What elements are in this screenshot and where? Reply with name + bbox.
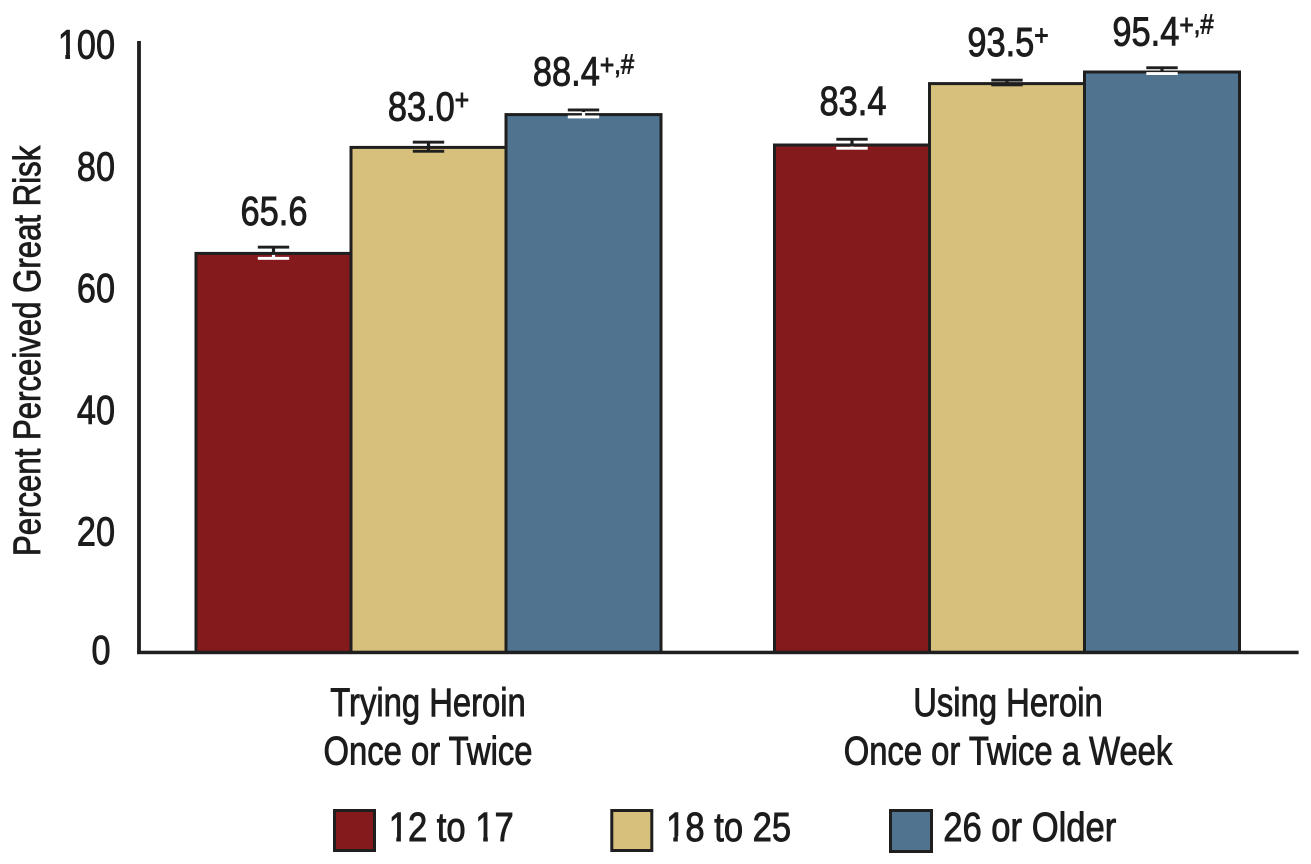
svg-text:60: 60: [77, 265, 115, 310]
svg-text:12 to 17: 12 to 17: [389, 804, 514, 849]
svg-text:93.5+: 93.5+: [967, 19, 1048, 64]
svg-text:20: 20: [77, 509, 115, 554]
svg-text:Trying Heroin: Trying Heroin: [330, 680, 526, 725]
svg-text:40: 40: [77, 387, 115, 432]
svg-text:65.6: 65.6: [241, 189, 308, 234]
svg-text:26 or Older: 26 or Older: [943, 804, 1116, 849]
svg-text:Once or Twice: Once or Twice: [324, 728, 533, 773]
svg-text:Using Heroin: Using Heroin: [913, 680, 1103, 725]
svg-text:100: 100: [58, 22, 115, 67]
svg-text:Once or Twice a Week: Once or Twice a Week: [844, 728, 1173, 773]
svg-text:80: 80: [77, 144, 115, 189]
svg-text:18 to 25: 18 to 25: [666, 804, 791, 849]
svg-text:Percent Perceived Great Risk: Percent Perceived Great Risk: [7, 145, 49, 556]
svg-text:83.4: 83.4: [820, 79, 887, 124]
svg-text:0: 0: [91, 627, 110, 672]
